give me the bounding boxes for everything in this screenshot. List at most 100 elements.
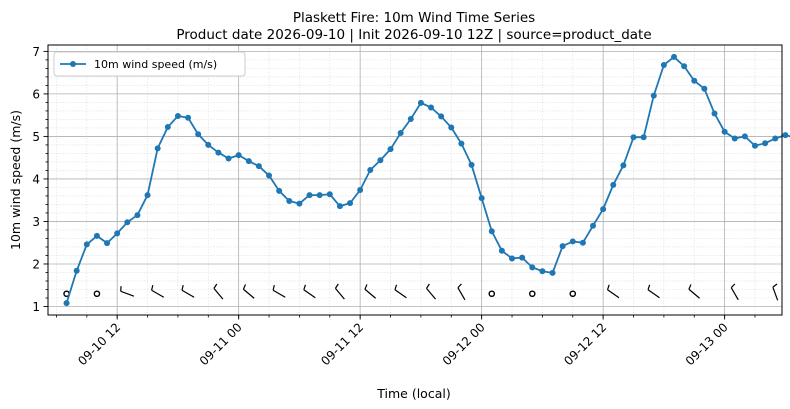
legend: 10m wind speed (m/s): [53, 51, 246, 77]
data-point: [488, 228, 495, 235]
y-tick-label: 5: [32, 130, 40, 144]
data-point: [448, 124, 455, 131]
data-point: [731, 135, 738, 142]
data-point: [225, 155, 232, 162]
data-point: [73, 267, 80, 274]
data-point: [711, 110, 718, 117]
data-point: [640, 134, 647, 141]
wind-barbs: [63, 283, 779, 301]
data-point: [286, 198, 293, 205]
data-point: [509, 255, 516, 262]
data-point: [660, 61, 667, 68]
wind-barb: [272, 285, 286, 298]
wind-barb: [647, 284, 660, 299]
data-point: [336, 203, 343, 210]
x-tick-label: 09-10 12: [75, 320, 123, 368]
y-tick-label: 7: [32, 45, 40, 59]
data-point: [134, 212, 141, 219]
data-point: [721, 128, 728, 135]
data-point: [691, 77, 698, 84]
data-point: [195, 131, 202, 138]
wind-barb-calm: [93, 290, 101, 298]
wind-barb: [334, 283, 345, 300]
data-point: [782, 132, 789, 139]
x-tick-label: 09-12 00: [440, 320, 488, 368]
data-point: [741, 133, 748, 140]
data-point: [205, 141, 212, 148]
minor-grid: [48, 45, 782, 315]
legend-box: [53, 51, 246, 77]
x-tick-label: 09-11 00: [197, 320, 245, 368]
x-tick-label: 09-12 12: [561, 320, 609, 368]
data-point: [215, 149, 222, 156]
chart-title: Plaskett Fire: 10m Wind Time Series: [293, 10, 535, 26]
data-point: [590, 222, 597, 229]
data-point: [387, 146, 394, 153]
data-point: [519, 254, 526, 261]
data-point: [752, 142, 758, 149]
major-grid: [48, 45, 782, 315]
wind-barb: [181, 285, 195, 298]
plot-frame: [47, 44, 783, 316]
data-point: [630, 134, 637, 141]
data-point: [610, 181, 617, 188]
data-point: [144, 192, 151, 199]
wind-barb-calm: [528, 290, 536, 298]
wind-barb: [688, 284, 701, 299]
data-point: [559, 243, 566, 250]
data-point: [428, 104, 435, 111]
data-point: [357, 186, 364, 193]
wind-barb: [151, 285, 165, 298]
chart-subtitle: Product date 2026-09-10 | Init 2026-09-1…: [176, 27, 651, 43]
data-point: [377, 157, 384, 164]
wind-barb: [394, 284, 407, 299]
data-point: [569, 238, 576, 245]
data-point: [458, 140, 465, 147]
y-tick-label: 6: [32, 87, 40, 101]
y-axis: 1 2 3 4 5 6 7: [32, 45, 48, 314]
legend-marker-sample: [70, 61, 76, 67]
data-point: [579, 239, 586, 246]
wind-barb: [426, 283, 436, 300]
data-point: [438, 113, 445, 120]
data-point: [83, 241, 90, 248]
wind-barb: [730, 283, 739, 301]
data-point: [407, 115, 414, 122]
data-point: [498, 247, 505, 254]
y-tick-label: 2: [32, 257, 40, 271]
y-tick-label: 1: [32, 300, 40, 314]
data-point: [539, 268, 546, 275]
data-point: [772, 135, 779, 142]
wind-barb: [242, 284, 255, 299]
data-point: [478, 195, 485, 202]
data-point: [255, 163, 262, 170]
wind-barb: [457, 283, 466, 301]
wind-barb: [606, 284, 620, 299]
y-tick-label: 4: [32, 172, 40, 186]
data-point: [104, 240, 111, 247]
data-point: [650, 92, 657, 99]
data-point: [701, 85, 708, 92]
data-point: [93, 232, 100, 239]
wind-barb-calm: [488, 290, 496, 298]
data-point: [154, 145, 161, 152]
y-axis-label: 10m wind speed (m/s): [8, 110, 23, 250]
wind-barb-calm: [569, 290, 577, 298]
data-point: [397, 130, 404, 137]
data-point: [417, 99, 424, 106]
data-point: [235, 152, 242, 159]
data-point: [63, 300, 70, 307]
wind-barb: [120, 286, 135, 297]
data-point: [245, 158, 252, 165]
data-point: [185, 114, 192, 121]
series-group: [63, 53, 790, 307]
data-point: [114, 230, 121, 237]
data-point: [468, 161, 475, 168]
data-point: [600, 206, 607, 213]
wind-barb: [364, 284, 377, 299]
data-point: [762, 140, 769, 147]
x-tick-label: 09-13 00: [683, 320, 731, 368]
legend-label: 10m wind speed (m/s): [94, 58, 217, 71]
data-point: [529, 264, 536, 271]
wind-barb: [213, 283, 224, 300]
